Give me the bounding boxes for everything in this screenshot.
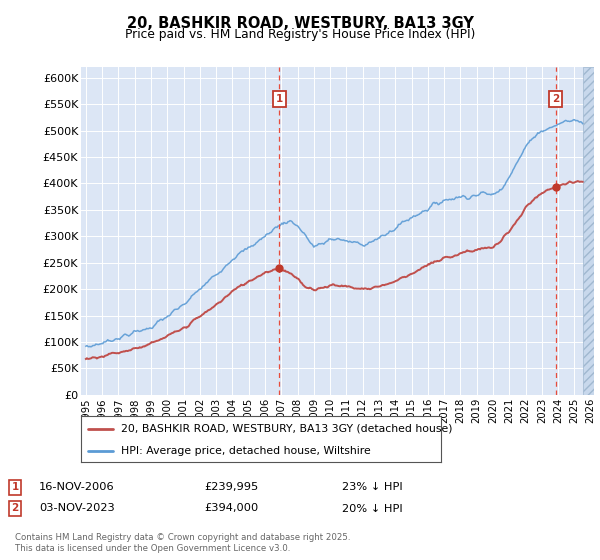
Text: 1: 1 (276, 94, 283, 104)
Text: 23% ↓ HPI: 23% ↓ HPI (342, 482, 403, 492)
Bar (583, 67, 597, 395)
Text: 20, BASHKIR ROAD, WESTBURY, BA13 3GY: 20, BASHKIR ROAD, WESTBURY, BA13 3GY (127, 16, 473, 31)
Text: £239,995: £239,995 (204, 482, 258, 492)
Text: 20% ↓ HPI: 20% ↓ HPI (342, 503, 403, 514)
Text: HPI: Average price, detached house, Wiltshire: HPI: Average price, detached house, Wilt… (121, 446, 370, 455)
Text: 20, BASHKIR ROAD, WESTBURY, BA13 3GY (detached house): 20, BASHKIR ROAD, WESTBURY, BA13 3GY (de… (121, 424, 452, 434)
Text: 16-NOV-2006: 16-NOV-2006 (39, 482, 115, 492)
Text: 2: 2 (11, 503, 19, 514)
Text: 1: 1 (11, 482, 19, 492)
Text: Contains HM Land Registry data © Crown copyright and database right 2025.
This d: Contains HM Land Registry data © Crown c… (15, 533, 350, 553)
Text: 03-NOV-2023: 03-NOV-2023 (39, 503, 115, 514)
Text: 2: 2 (552, 94, 559, 104)
Text: £394,000: £394,000 (204, 503, 258, 514)
Text: Price paid vs. HM Land Registry's House Price Index (HPI): Price paid vs. HM Land Registry's House … (125, 28, 475, 41)
